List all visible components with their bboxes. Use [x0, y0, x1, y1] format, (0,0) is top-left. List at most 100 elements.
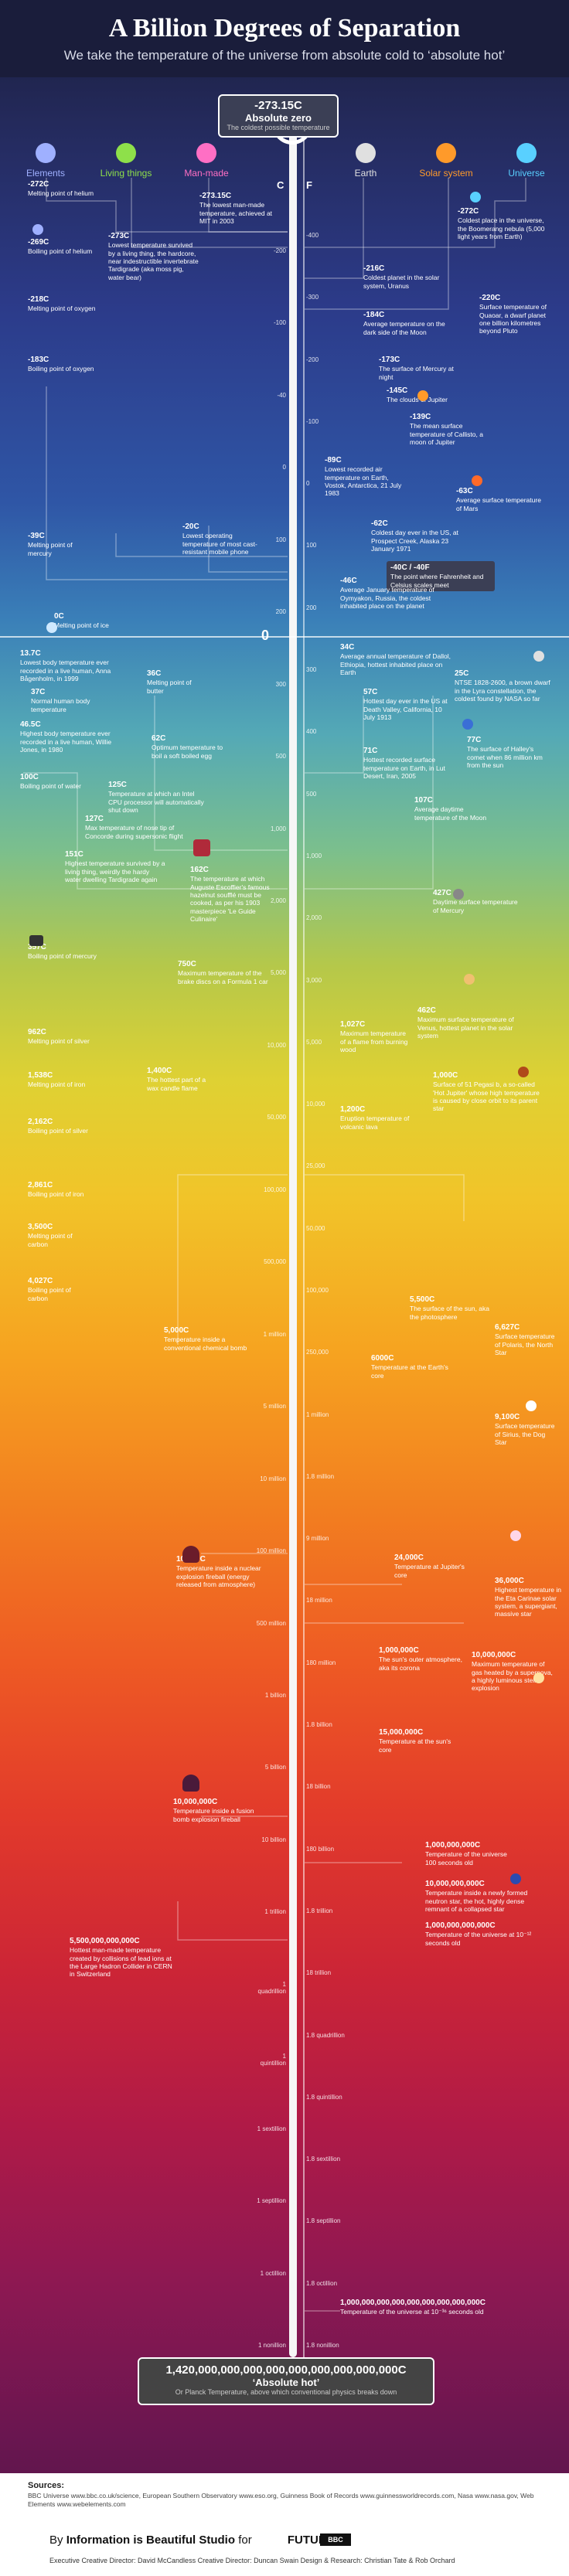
fahrenheit-tick: 400: [306, 728, 317, 736]
celsius-tick: 10,000: [267, 1041, 286, 1049]
annotation-ntse: 25C NTSE 1828-2600, a brown dwarf in the …: [455, 669, 550, 703]
fahrenheit-tick: 200: [306, 604, 317, 611]
annotation-sun-core: 15,000,000C Temperature at the sun's core: [379, 1728, 451, 1754]
ice-icon: [46, 622, 57, 633]
celsius-axis: [289, 124, 297, 2357]
annotation-death-valley: 57C Hottest day ever in the US at Death V…: [363, 688, 448, 721]
celsius-tick: 500: [275, 753, 286, 761]
category-elements: Elements: [11, 143, 80, 179]
connector-line: [208, 526, 288, 573]
neg40-box: -40C / -40F The point where Fahrenheit a…: [387, 561, 495, 591]
celsius-tick: 1 septillion: [257, 2197, 286, 2205]
fahrenheit-tick: -400: [306, 232, 319, 239]
annotation-oxy-boil: -183C Boiling point of oxygen: [28, 356, 94, 373]
annotation-prospect: -62C Coldest day ever in the US, at Prosp…: [371, 519, 458, 553]
comet-icon: [462, 719, 473, 730]
annotation-mercury-melt: -39C Melting point of mercury: [28, 532, 73, 557]
hot-jupiter-icon: [518, 1067, 529, 1077]
annotation-halley: 77C The surface of Halley's comet when 86…: [467, 736, 543, 769]
annotation-moon-dark: -184C Average temperature on the dark sid…: [363, 311, 445, 336]
fahrenheit-tick: 1.8 octillion: [306, 2279, 338, 2287]
connector-line: [305, 1174, 465, 1221]
annotation-earth-core: 6000C Temperature at the Earth's core: [371, 1354, 448, 1380]
celsius-tick: 2,000: [270, 897, 286, 905]
annotation-brakes: 750C Maximum temperature of the brake dis…: [178, 960, 268, 985]
annotation-tardigrade-hot: 151C Highest temperature survived by a li…: [65, 850, 165, 883]
annotation-eta-carinae: 36,000C Highest temperature in the Eta Ca…: [495, 1577, 561, 1618]
celsius-tick: 1 octillion: [260, 2269, 286, 2277]
fahrenheit-tick: 1.8 septillion: [306, 2217, 341, 2225]
category-earth: Earth: [331, 143, 400, 179]
annotation-callisto: -139C The mean surface temperature of Cal…: [410, 413, 483, 446]
annotation-lowest-body: 13.7C Lowest body temperature ever record…: [20, 649, 111, 682]
fahrenheit-tick: 25,000: [306, 1162, 325, 1170]
fahrenheit-tick: 180 million: [306, 1659, 336, 1666]
annotation-corona: 1,000,000C The sun's outer atmosphere, ak…: [379, 1646, 462, 1672]
absolute-hot-box: 1,420,000,000,000,000,000,000,000,000,00…: [138, 2357, 434, 2405]
connector-line: [305, 178, 364, 279]
celsius-tick: 300: [275, 680, 286, 688]
connector-line: [305, 178, 526, 248]
annotation-boomerang: -272C Coldest place in the universe, the …: [458, 207, 545, 240]
fahrenheit-tick: 1.8 million: [306, 1472, 335, 1480]
annotation-water-boil: 100C Boiling point of water: [20, 773, 81, 791]
fahrenheit-tick: 18 million: [306, 1597, 332, 1604]
fahrenheit-tick: 10,000: [306, 1101, 325, 1108]
celsius-tick: 0: [282, 464, 286, 471]
page-title: A Billion Degrees of Separation: [108, 14, 461, 43]
annotation-phone: -20C Lowest operating temperature of most…: [182, 522, 257, 556]
studio-name: Information is Beautiful Studio: [66, 2533, 236, 2547]
celsius-tick: 1,000: [270, 825, 286, 832]
globe-icon: [356, 143, 376, 163]
fahrenheit-tick: -100: [306, 417, 319, 425]
sun-icon: [436, 143, 456, 163]
fahrenheit-tick: 100,000: [306, 1287, 329, 1294]
annotation-universe-100s: 1,000,000,000C Temperature of the univers…: [425, 1841, 507, 1866]
connector-line: [115, 533, 288, 557]
eta-carinae-icon: [510, 1530, 521, 1541]
fahrenheit-tick: 300: [306, 666, 317, 674]
annotation-fusion: 10,000,000C Temperature inside a fusion b…: [173, 1798, 254, 1823]
annotation-normal-body: 37C Normal human body temperature: [31, 688, 90, 713]
fahrenheit-tick: 0: [306, 480, 310, 488]
atom-icon: [36, 143, 56, 163]
annotation-pegasi: 1,000C Surface of 51 Pegasi b, a so-calle…: [433, 1071, 540, 1113]
sources-heading: Sources:: [28, 2481, 65, 2490]
fahrenheit-tick: 1,000: [306, 852, 322, 859]
annotation-highest-body: 46.5C Highest body temperature ever recor…: [20, 720, 112, 754]
category-solar-system: Solar system: [411, 143, 481, 179]
credits-line: Executive Creative Director: David McCan…: [49, 2557, 455, 2564]
neutron-star-icon: [510, 1873, 521, 1884]
fahrenheit-tick: 1.8 sextillion: [306, 2156, 341, 2163]
annotation-candle: 1,400C The hottest part of a wax candle f…: [147, 1067, 206, 1092]
credit: By Information is Beautiful Studio for F…: [49, 2533, 335, 2547]
annotation-silver-boil: 2,162C Boiling point of silver: [28, 1118, 88, 1135]
heart-icon: [116, 143, 136, 163]
fahrenheit-tick: 2,000: [306, 914, 322, 922]
fahrenheit-tick: -200: [306, 356, 319, 363]
connector-line: [305, 696, 434, 890]
annotation-vostok: -89C Lowest recorded air temperature on E…: [325, 456, 402, 498]
annotation-mercury-dark: -173C The surface of Mercury at night: [379, 356, 454, 381]
annotation-oxy-melt: -218C Melting point of oxygen: [28, 295, 96, 313]
celsius-tick: 1 nonillion: [257, 2342, 286, 2349]
robot-icon: [196, 143, 216, 163]
annotation-neutron: 10,000,000,000C Temperature inside a newl…: [425, 1880, 528, 1913]
fahrenheit-tick: 250,000: [306, 1349, 329, 1356]
annotation-silver-melt: 962C Melting point of silver: [28, 1028, 90, 1046]
annotation-helium-melt: -272C Melting point of helium: [28, 180, 94, 198]
celsius-tick: 1 billion: [264, 1691, 286, 1699]
sources-text: BBC Universe www.bbc.co.uk/science, Euro…: [28, 2492, 534, 2509]
fahrenheit-tick: 18 billion: [306, 1783, 331, 1791]
mushroom-cloud-icon: [182, 1546, 199, 1563]
element-icon: [32, 224, 43, 235]
connector-line: [208, 178, 288, 233]
annotation-lowest-made: -273.15C The lowest man-made temperature,…: [199, 192, 273, 225]
celsius-tick: 10 billion: [261, 1836, 286, 1843]
connector-line: [177, 1174, 288, 1345]
connector-line: [131, 178, 288, 248]
annotation-sirius: 9,100C Surface temperature of Sirius, the…: [495, 1413, 555, 1446]
annotation-chemical-bomb: 5,000C Temperature inside a conventional …: [164, 1326, 247, 1352]
